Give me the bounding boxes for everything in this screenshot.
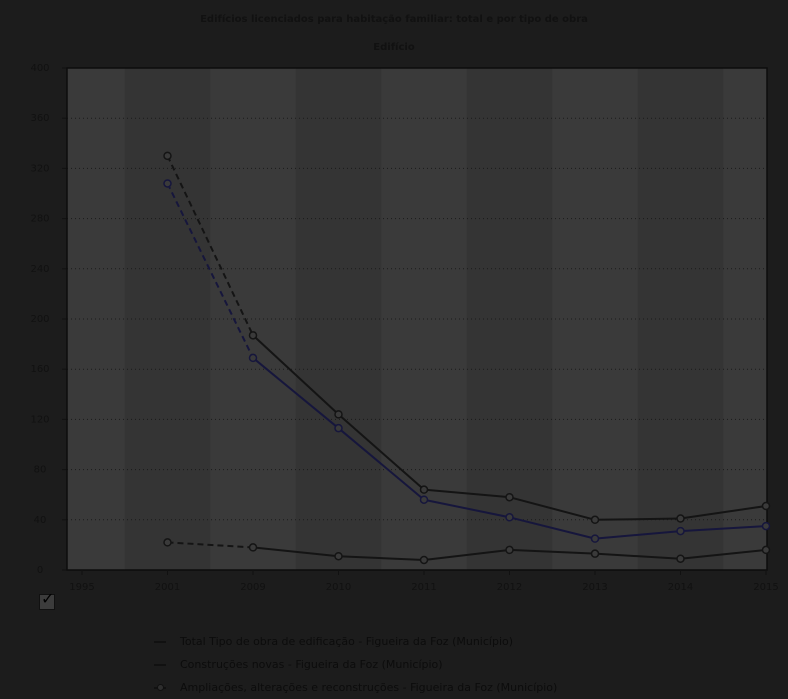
series-2-point [590, 549, 600, 558]
x-tick-label: 1995 [69, 582, 94, 593]
series-0-segment [680, 505, 767, 520]
y-tick-label: 40 [34, 515, 47, 526]
x-tick-label: 2010 [326, 582, 351, 593]
series-toggle-checkbox[interactable]: ✓ [39, 589, 55, 610]
y-tick-label: 320 [30, 163, 49, 174]
series-2-point [505, 545, 514, 555]
series-0-point [676, 514, 685, 523]
x-tick-label: 2013 [582, 582, 607, 593]
series-0-segment [166, 155, 254, 336]
series-1-point [334, 423, 343, 433]
series-1-segment [166, 183, 254, 359]
series-2-segment [252, 546, 339, 558]
legend-label: Total Tipo de obra de edificação - Figue… [180, 635, 514, 648]
check-icon: ✓ [41, 589, 55, 608]
series-1-segment [509, 516, 596, 540]
series-1-point [676, 526, 685, 536]
y-tick-label: 0 [37, 565, 43, 576]
series-0-point [505, 492, 514, 502]
series-0-point [163, 151, 172, 161]
series-2-point [163, 538, 172, 547]
series-1-point [248, 353, 258, 363]
x-tick-label: 2015 [753, 582, 778, 593]
y-tick-label: 240 [30, 264, 49, 275]
series-2-point [334, 551, 343, 561]
plot-band [466, 68, 553, 570]
series-2-point [248, 543, 258, 552]
chart-subtitle: Edifício [373, 42, 415, 53]
series-1-segment [680, 525, 767, 533]
line-marker-icon [154, 681, 172, 695]
series-0-segment [509, 496, 596, 521]
series-0-segment [337, 413, 425, 491]
chart-title: Edifícios licenciados para habitação fam… [200, 14, 588, 25]
legend-item-construcoes-novas[interactable]: Construções novas - Figueira da Foz (Mun… [154, 653, 557, 676]
series-0-point [761, 501, 771, 511]
series-2-segment [423, 548, 510, 561]
y-tick-label: 80 [34, 465, 47, 476]
series-1-point [505, 513, 514, 522]
series-0-point [419, 485, 429, 494]
x-tick-label: 2009 [240, 582, 265, 593]
solid-line-icon [154, 658, 172, 672]
series-1-segment [337, 427, 425, 501]
y-tick-label: 360 [30, 113, 49, 124]
x-tick-label: 2001 [155, 582, 180, 593]
x-tick-label: 2011 [411, 582, 436, 593]
series-1-segment [594, 530, 681, 540]
y-tick-label: 280 [30, 214, 49, 225]
series-0-segment [252, 334, 340, 416]
y-tick-label: 400 [30, 63, 49, 74]
series-0-segment [423, 488, 510, 499]
solid-line-icon [154, 635, 172, 649]
x-tick-label: 2012 [497, 582, 522, 593]
legend-label: Construções novas - Figueira da Foz (Mun… [180, 658, 443, 671]
series-1-point [419, 495, 429, 504]
line-chart: 0 40 80 120 160 200 240 280 320 360 400 1995 2001 200… [30, 63, 778, 593]
series-0-point [590, 515, 600, 525]
legend-item-total[interactable]: Total Tipo de obra de edificação - Figue… [154, 630, 557, 653]
series-0-point [248, 331, 258, 340]
chart-legend: Total Tipo de obra de edificação - Figue… [154, 630, 557, 699]
series-2-segment [680, 548, 767, 560]
series-2-point [676, 554, 685, 563]
series-1-point [590, 534, 600, 543]
series-1-point [761, 521, 771, 531]
series-1-segment [252, 357, 340, 429]
series-2-segment [338, 555, 425, 561]
series-2-point [761, 545, 771, 555]
series-2-segment [167, 541, 254, 549]
series-1-segment [423, 498, 510, 519]
y-tick-label: 160 [30, 364, 49, 375]
series-0-segment [594, 517, 681, 521]
x-tick-label: 2014 [668, 582, 693, 593]
series-1-point [163, 179, 172, 188]
y-tick-label: 200 [30, 314, 49, 325]
series-2-segment [594, 552, 681, 560]
legend-label: Ampliações, alterações e reconstruções -… [180, 681, 558, 694]
legend-item-ampliacoes[interactable]: Ampliações, alterações e reconstruções -… [154, 676, 557, 699]
y-tick-label: 120 [30, 414, 49, 425]
plot-band [637, 68, 724, 570]
plot-band [295, 68, 382, 570]
series-2-segment [509, 548, 596, 555]
plot-frame [66, 67, 768, 571]
series-2-point [419, 555, 429, 565]
series-0-point [334, 410, 343, 419]
